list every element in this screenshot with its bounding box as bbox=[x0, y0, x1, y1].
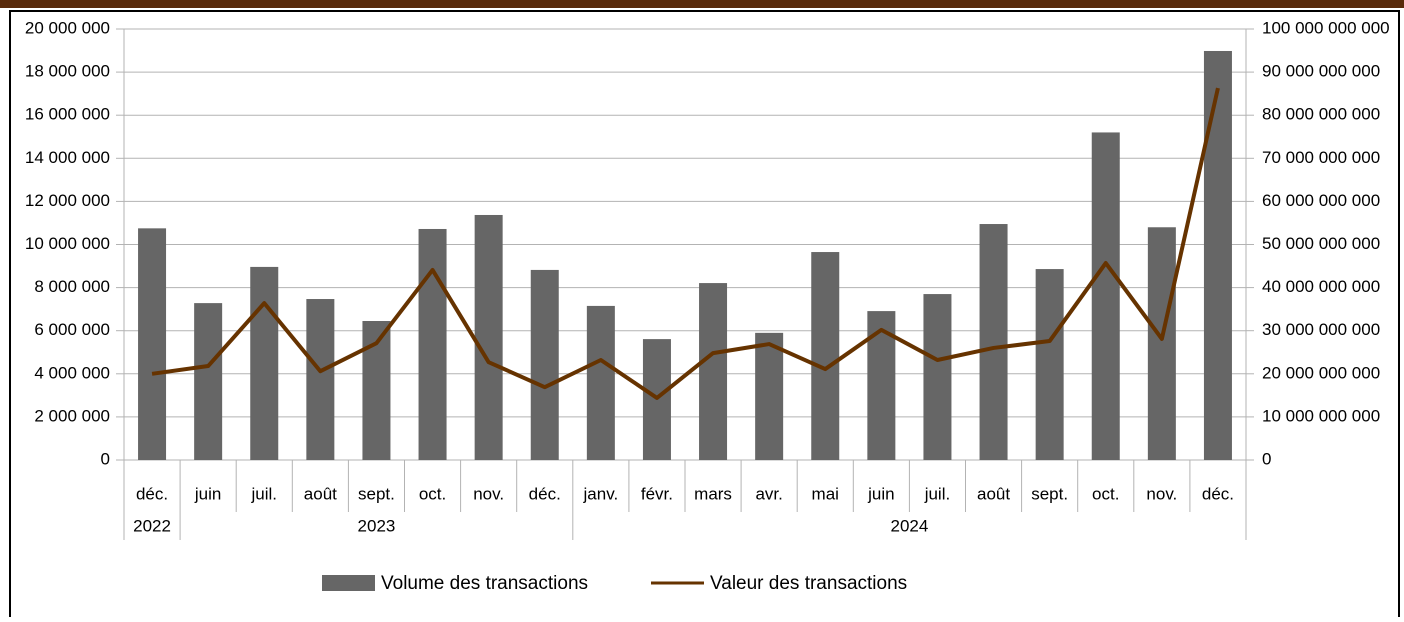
bar bbox=[138, 228, 167, 460]
y2-tick-label: 10 000 000 000 bbox=[1262, 406, 1380, 425]
x-tick-label: oct. bbox=[419, 484, 446, 503]
x-tick-label: juin bbox=[194, 484, 221, 503]
bar bbox=[1035, 269, 1064, 460]
bar bbox=[250, 266, 279, 460]
bar bbox=[1091, 132, 1120, 460]
x-tick-label: déc. bbox=[529, 484, 561, 503]
y2-tick-label: 70 000 000 000 bbox=[1262, 148, 1380, 167]
legend-swatch bbox=[322, 575, 375, 591]
top-strip bbox=[0, 0, 1404, 8]
x-tick-label: nov. bbox=[1146, 484, 1177, 503]
bar bbox=[755, 332, 784, 460]
bar bbox=[474, 214, 503, 460]
y2-tick-label: 20 000 000 000 bbox=[1262, 363, 1380, 382]
y-tick-label: 14 000 000 bbox=[25, 148, 110, 167]
bar bbox=[1147, 227, 1176, 460]
x-group-label: 2023 bbox=[358, 516, 396, 535]
x-tick-label: mars bbox=[694, 484, 732, 503]
y-tick-label: 0 bbox=[101, 449, 110, 468]
x-group-label: 2024 bbox=[890, 516, 928, 535]
bar bbox=[979, 224, 1008, 460]
x-tick-label: mai bbox=[812, 484, 839, 503]
x-tick-label: juin bbox=[867, 484, 894, 503]
x-group-label: 2022 bbox=[133, 516, 171, 535]
y-tick-label: 8 000 000 bbox=[34, 277, 110, 296]
bar bbox=[418, 228, 447, 460]
y2-tick-label: 30 000 000 000 bbox=[1262, 320, 1380, 339]
bar bbox=[1203, 50, 1232, 461]
y2-tick-label: 40 000 000 000 bbox=[1262, 277, 1380, 296]
x-tick-label: juil. bbox=[250, 484, 277, 503]
x-tick-label: juil. bbox=[924, 484, 951, 503]
x-tick-label: janv. bbox=[583, 484, 619, 503]
x-tick-label: août bbox=[304, 484, 337, 503]
x-tick-label: nov. bbox=[473, 484, 504, 503]
x-tick-label: sept. bbox=[1031, 484, 1068, 503]
bar bbox=[194, 303, 223, 460]
y2-tick-label: 50 000 000 000 bbox=[1262, 234, 1380, 253]
y-tick-label: 6 000 000 bbox=[34, 320, 110, 339]
x-tick-label: août bbox=[977, 484, 1010, 503]
bar bbox=[923, 294, 952, 460]
frame bbox=[9, 10, 1400, 622]
y2-tick-label: 80 000 000 000 bbox=[1262, 105, 1380, 124]
bar bbox=[699, 283, 728, 460]
y-tick-label: 2 000 000 bbox=[34, 406, 110, 425]
y-tick-label: 16 000 000 bbox=[25, 105, 110, 124]
y-tick-label: 20 000 000 bbox=[25, 18, 110, 37]
y-tick-label: 12 000 000 bbox=[25, 191, 110, 210]
bar bbox=[811, 252, 840, 460]
x-tick-label: sept. bbox=[358, 484, 395, 503]
x-tick-label: févr. bbox=[641, 484, 673, 503]
line bbox=[151, 87, 1220, 400]
x-tick-label: avr. bbox=[755, 484, 782, 503]
x-tick-label: déc. bbox=[1202, 484, 1234, 503]
y2-tick-label: 100 000 000 000 bbox=[1262, 18, 1390, 37]
y-tick-label: 4 000 000 bbox=[34, 363, 110, 382]
bar bbox=[586, 305, 615, 460]
legend-label: Valeur des transactions bbox=[710, 573, 907, 594]
x-tick-label: oct. bbox=[1092, 484, 1119, 503]
y-tick-label: 18 000 000 bbox=[25, 62, 110, 81]
bar bbox=[530, 269, 559, 460]
bar bbox=[306, 299, 335, 460]
y2-tick-label: 90 000 000 000 bbox=[1262, 62, 1380, 81]
y2-tick-label: 60 000 000 000 bbox=[1262, 191, 1380, 210]
legend-label: Volume des transactions bbox=[381, 573, 588, 594]
x-tick-label: déc. bbox=[136, 484, 168, 503]
y-tick-label: 10 000 000 bbox=[25, 234, 110, 253]
y2-tick-label: 0 bbox=[1262, 449, 1271, 468]
